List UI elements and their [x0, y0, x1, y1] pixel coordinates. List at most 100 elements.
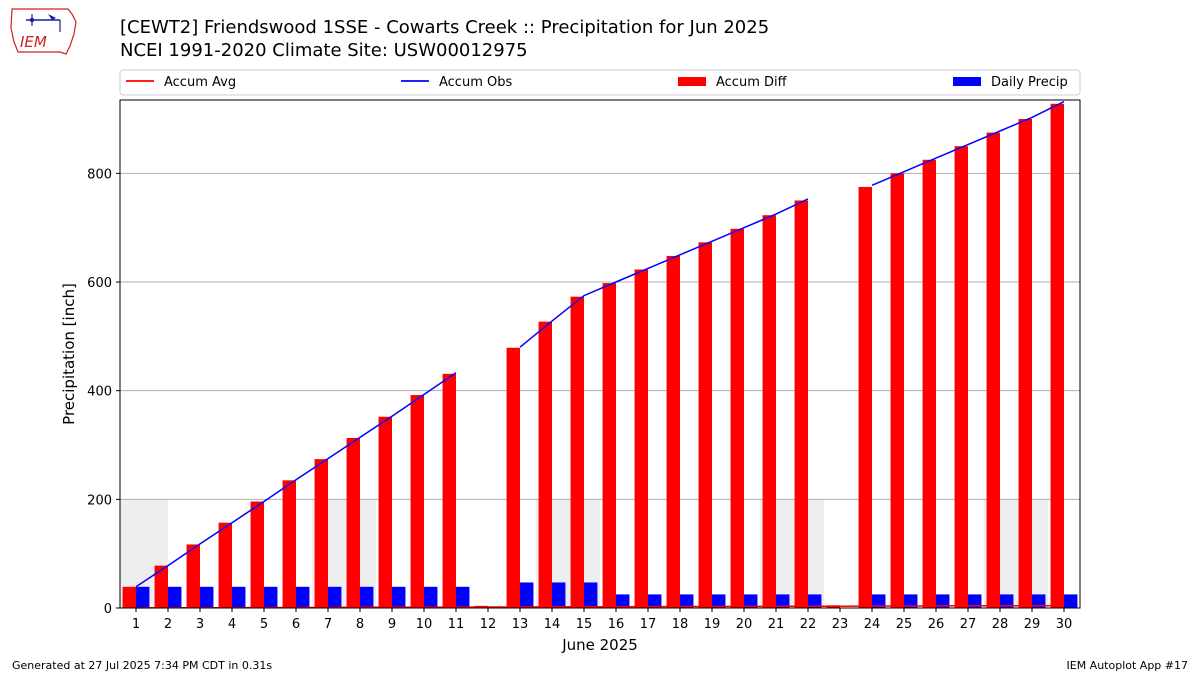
accum-diff-bar — [858, 186, 872, 608]
x-tick-label: 14 — [544, 617, 561, 632]
daily-precip-bar — [1064, 594, 1078, 608]
daily-precip-bar — [936, 594, 950, 608]
legend-label-accum-diff: Accum Diff — [716, 75, 788, 90]
x-tick-label: 5 — [260, 617, 268, 632]
daily-precip-bar — [1032, 594, 1046, 608]
generated-timestamp: Generated at 27 Jul 2025 7:34 PM CDT in … — [12, 659, 273, 672]
y-tick-label: 600 — [87, 276, 112, 291]
x-tick-label: 25 — [896, 617, 913, 632]
x-tick-label: 20 — [736, 617, 753, 632]
accum-diff-bar — [890, 173, 904, 608]
x-tick-label: 26 — [928, 617, 945, 632]
logo-text: IEM — [20, 33, 47, 51]
daily-precip-bar — [200, 586, 214, 608]
x-tick-label: 12 — [480, 617, 497, 632]
daily-precip-bar — [808, 594, 822, 608]
x-tick-label: 19 — [704, 617, 721, 632]
accum-diff-bar — [666, 255, 680, 608]
y-axis-label: Precipitation [inch] — [60, 283, 78, 425]
y-tick-label: 400 — [87, 385, 112, 400]
x-tick-label: 7 — [324, 617, 332, 632]
x-tick-label: 11 — [448, 617, 465, 632]
legend-swatch-accum-diff — [678, 77, 706, 86]
daily-precip-bar — [264, 586, 278, 608]
daily-precip-bar — [456, 586, 470, 608]
accum-diff-bar — [282, 480, 296, 608]
accum-diff-bar — [250, 501, 264, 608]
daily-precip-bar — [552, 582, 566, 608]
iem-logo: IEM — [10, 8, 77, 55]
x-tick-label: 21 — [768, 617, 785, 632]
accum-diff-bar — [378, 416, 392, 608]
x-tick-label: 27 — [960, 617, 977, 632]
legend-label-daily-precip: Daily Precip — [991, 75, 1068, 90]
daily-precip-bar — [584, 582, 598, 608]
daily-precip-bar — [232, 586, 246, 608]
accum-diff-bar — [922, 159, 936, 608]
x-tick-label: 1 — [132, 617, 140, 632]
accum-diff-bar — [1050, 103, 1064, 608]
autoplot-app-label: IEM Autoplot App #17 — [1066, 659, 1189, 672]
x-axis-label: June 2025 — [561, 636, 638, 654]
accum-diff-bar — [986, 132, 1000, 608]
x-tick-label: 17 — [640, 617, 657, 632]
daily-precip-bar — [968, 594, 982, 608]
daily-precip-bar — [680, 594, 694, 608]
accum-diff-bar — [506, 347, 520, 608]
x-tick-label: 24 — [864, 617, 881, 632]
accum-diff-bar — [346, 437, 360, 608]
accum-diff-bar — [570, 296, 584, 608]
daily-precip-bar — [904, 594, 918, 608]
daily-precip-bar — [776, 594, 790, 608]
accum-diff-bar — [794, 200, 808, 608]
chart-subtitle: NCEI 1991-2020 Climate Site: USW00012975 — [120, 40, 528, 61]
accum-diff-bar — [698, 242, 712, 608]
y-tick-label: 200 — [87, 493, 112, 508]
accum-diff-bar — [954, 146, 968, 608]
accum-diff-bar — [1018, 119, 1032, 608]
accum-diff-bar — [602, 283, 616, 608]
daily-precip-bar — [392, 586, 406, 608]
daily-precip-bar — [296, 586, 310, 608]
legend-label-accum-avg: Accum Avg — [164, 75, 236, 90]
accum-obs-line — [871, 100, 1065, 186]
x-tick-label: 29 — [1024, 617, 1041, 632]
daily-precip-bar — [648, 594, 662, 608]
plot-frame — [119, 99, 1081, 609]
x-tick-label: 22 — [800, 617, 817, 632]
x-tick-label: 28 — [992, 617, 1009, 632]
accum-obs-line — [135, 372, 457, 588]
daily-precip-bar — [328, 586, 342, 608]
accum-diff-bar — [538, 321, 552, 608]
y-tick-label: 800 — [87, 167, 112, 182]
x-tick-label: 3 — [196, 617, 204, 632]
x-tick-label: 6 — [292, 617, 300, 632]
x-tick-label: 4 — [228, 617, 236, 632]
accum-diff-bar — [442, 373, 456, 608]
daily-precip-bar — [616, 594, 630, 608]
daily-precip-bar — [168, 586, 182, 608]
accum-diff-bar — [154, 565, 168, 608]
accum-diff-bar — [186, 544, 200, 608]
legend-swatch-daily-precip — [953, 77, 981, 86]
x-tick-label: 30 — [1056, 617, 1073, 632]
daily-precip-bar — [360, 586, 374, 608]
daily-precip-bar — [136, 586, 150, 608]
x-tick-label: 16 — [608, 617, 625, 632]
x-tick-label: 2 — [164, 617, 172, 632]
legend-label-accum-obs: Accum Obs — [439, 75, 512, 90]
x-tick-label: 9 — [388, 617, 396, 632]
x-tick-label: 10 — [416, 617, 433, 632]
x-tick-label: 18 — [672, 617, 689, 632]
x-tick-label: 15 — [576, 617, 593, 632]
accum-diff-bar — [314, 459, 328, 608]
x-tick-label: 8 — [356, 617, 364, 632]
legend-box — [119, 69, 1081, 96]
accum-obs-line — [519, 198, 809, 348]
accum-diff-bar — [122, 586, 136, 608]
daily-precip-bar — [744, 594, 758, 608]
accum-diff-bar — [762, 215, 776, 608]
chart-title: [CEWT2] Friendswood 1SSE - Cowarts Creek… — [120, 17, 770, 38]
y-tick-label: 0 — [104, 602, 112, 617]
